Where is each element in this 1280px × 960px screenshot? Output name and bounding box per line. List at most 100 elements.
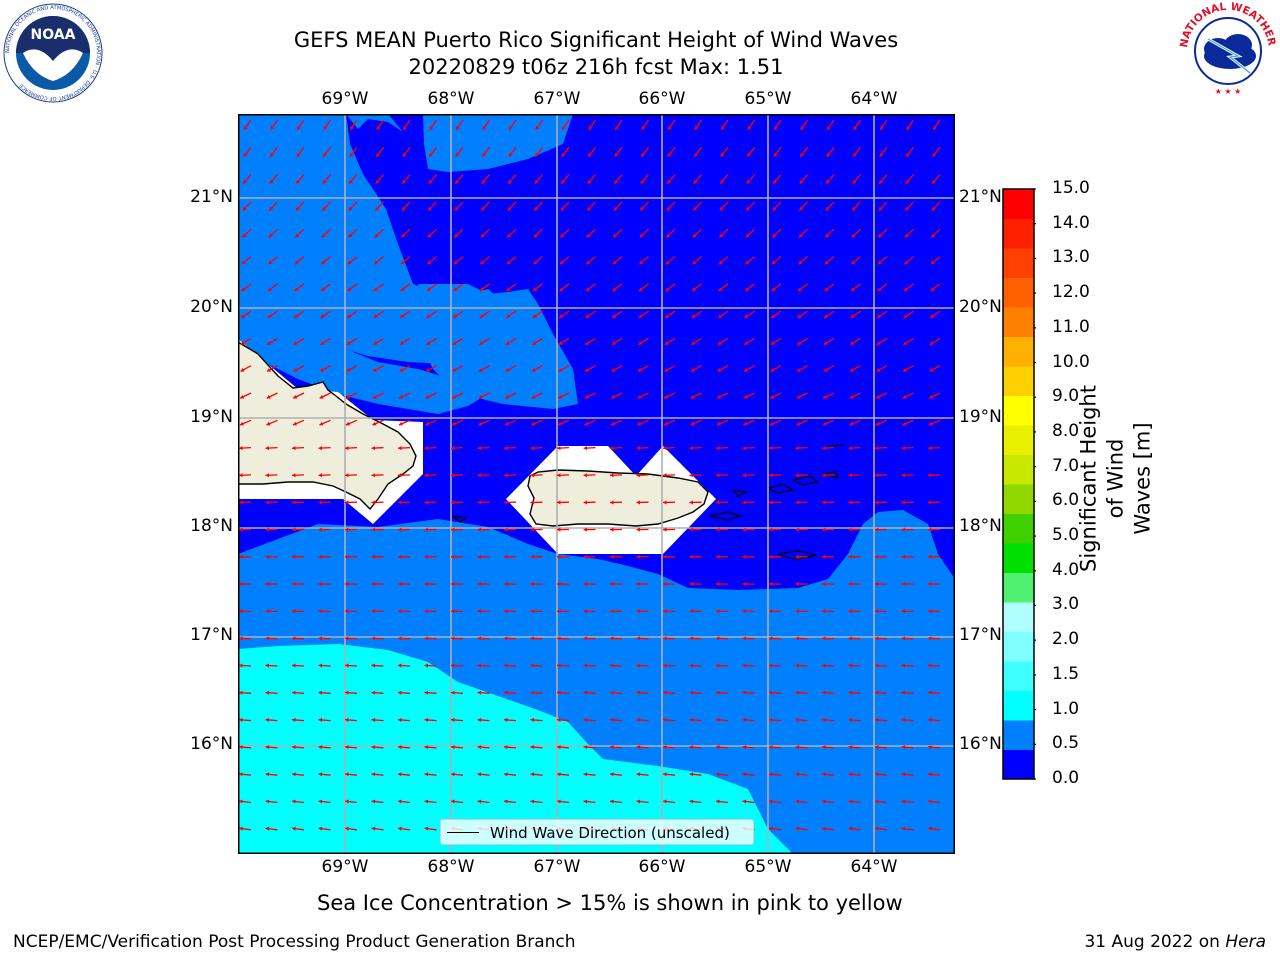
wave-direction-arrowhead bbox=[270, 125, 275, 130]
wave-direction-arrowhead bbox=[901, 527, 905, 532]
wave-direction-arrowhead bbox=[610, 500, 614, 505]
wave-direction-arrowhead bbox=[904, 260, 909, 265]
wave-direction-arrowhead bbox=[398, 636, 402, 641]
colorbar-segment bbox=[1003, 749, 1034, 780]
wave-direction-arrowhead bbox=[402, 179, 406, 184]
wave-direction-arrowhead bbox=[239, 636, 243, 641]
wave-direction-arrowhead bbox=[636, 554, 640, 559]
wave-direction-arrowhead bbox=[745, 233, 750, 238]
wave-direction-arrowhead bbox=[799, 179, 804, 184]
lon-label-bottom-65w: 65°W bbox=[744, 857, 792, 877]
cb-tick-14: 12.0 bbox=[1052, 282, 1090, 303]
lat-label-left-17n: 17°N bbox=[190, 625, 233, 645]
wave-direction-arrowhead bbox=[612, 260, 617, 265]
wave-direction-arrowhead bbox=[769, 609, 773, 614]
wave-direction-arrowhead bbox=[505, 368, 510, 372]
wave-direction-arrowhead bbox=[612, 314, 617, 318]
wave-direction-arrowhead bbox=[718, 314, 723, 318]
wave-direction-arrowhead bbox=[797, 314, 802, 318]
lat-label-right-18n: 18°N bbox=[959, 516, 1002, 536]
wave-direction-arrowhead bbox=[585, 314, 590, 318]
wave-direction-arrowhead bbox=[639, 260, 644, 265]
wave-direction-arrowhead bbox=[638, 314, 643, 318]
wave-direction-arrowhead bbox=[663, 745, 667, 750]
wave-direction-arrowhead bbox=[583, 663, 588, 668]
wave-direction-arrowhead bbox=[270, 152, 274, 157]
wave-direction-arrowhead bbox=[477, 554, 481, 559]
cb-tick-13: 11.0 bbox=[1052, 316, 1090, 337]
wave-direction-arrowhead bbox=[930, 314, 935, 318]
wave-direction-arrowhead bbox=[663, 527, 667, 532]
wave-direction-arrowhead bbox=[243, 179, 247, 184]
wave-direction-arrowhead bbox=[795, 527, 799, 532]
wave-direction-arrowhead bbox=[928, 745, 932, 750]
wave-direction-arrowhead bbox=[742, 690, 747, 695]
wave-direction-arrowhead bbox=[320, 341, 325, 345]
wave-direction-arrowhead bbox=[318, 609, 322, 614]
wave-direction-arrowhead bbox=[716, 745, 720, 750]
wave-direction-arrowhead bbox=[610, 799, 614, 804]
wave-direction-arrowhead bbox=[371, 772, 376, 777]
wave-direction-arrowhead bbox=[797, 341, 802, 345]
lon-label-top-67w: 67°W bbox=[533, 89, 581, 109]
wave-direction-arrowhead bbox=[931, 206, 936, 211]
wave-direction-arrowhead bbox=[850, 314, 855, 318]
wave-direction-arrowhead bbox=[770, 368, 775, 372]
wave-direction-arrowhead bbox=[848, 609, 852, 614]
lon-label-top-66w: 66°W bbox=[638, 89, 686, 109]
wave-direction-arrowhead bbox=[267, 287, 272, 292]
wave-direction-arrowhead bbox=[266, 394, 271, 399]
wave-direction-arrowhead bbox=[826, 152, 831, 157]
wave-direction-arrowhead bbox=[424, 799, 429, 804]
wave-direction-arrowhead bbox=[318, 500, 322, 505]
wave-direction-arrowhead bbox=[505, 341, 510, 345]
wave-direction-arrowhead bbox=[349, 179, 353, 184]
wave-direction-arrowhead bbox=[584, 368, 589, 372]
wave-direction-arrowhead bbox=[637, 394, 642, 399]
wave-direction-arrowhead bbox=[239, 745, 243, 750]
wave-direction-arrowhead bbox=[663, 421, 668, 426]
wave-direction-arrowhead bbox=[875, 445, 879, 451]
wave-direction-arrowhead bbox=[663, 500, 667, 505]
wave-height-map bbox=[238, 114, 955, 854]
wave-direction-arrowhead bbox=[266, 368, 271, 372]
colorbar-segment bbox=[1003, 720, 1034, 750]
wave-direction-arrowhead bbox=[506, 260, 511, 265]
wave-direction-arrowhead bbox=[477, 799, 482, 804]
map-frame bbox=[238, 114, 955, 854]
wave-direction-arrowhead bbox=[451, 445, 455, 451]
colorbar-segment bbox=[1003, 513, 1034, 544]
wave-direction-arrowhead bbox=[583, 500, 587, 505]
wave-direction-arrowhead bbox=[875, 500, 879, 505]
wave-direction-arrowhead bbox=[451, 421, 456, 426]
lat-label-left-18n: 18°N bbox=[190, 516, 233, 536]
wave-direction-arrowhead bbox=[613, 233, 618, 238]
wave-direction-arrowhead bbox=[716, 554, 720, 559]
cb-tick-11: 9.0 bbox=[1052, 386, 1080, 407]
wave-direction-arrowhead bbox=[664, 368, 669, 372]
wave-direction-arrowhead bbox=[398, 581, 402, 587]
wave-direction-arrowhead bbox=[636, 663, 641, 668]
wave-direction-arrowhead bbox=[636, 772, 641, 777]
wave-direction-arrowhead bbox=[372, 394, 377, 399]
wave-direction-arrowhead bbox=[769, 772, 773, 777]
wave-direction-arrowhead bbox=[689, 527, 693, 532]
wave-direction-arrowhead bbox=[530, 581, 534, 587]
wave-direction-arrowhead bbox=[641, 152, 645, 157]
wave-direction-arrowhead bbox=[318, 663, 323, 668]
wave-direction-arrowhead bbox=[292, 690, 296, 695]
wave-direction-arrowhead bbox=[504, 717, 508, 722]
wave-direction-arrowhead bbox=[532, 341, 537, 345]
wave-direction-arrowhead bbox=[848, 445, 853, 451]
wave-direction-arrowhead bbox=[875, 690, 879, 695]
wave-direction-arrowhead bbox=[769, 500, 773, 505]
colorbar-segment bbox=[1003, 248, 1034, 278]
wave-direction-arrowhead bbox=[477, 527, 481, 532]
wave-direction-arrowhead bbox=[530, 527, 534, 532]
wave-direction-arrowhead bbox=[373, 314, 378, 318]
wave-direction-arrowhead bbox=[349, 152, 354, 157]
wave-direction-arrowhead bbox=[852, 179, 857, 184]
colorbar-segment bbox=[1003, 425, 1034, 455]
wave-direction-arrowhead bbox=[477, 772, 482, 777]
wave-direction-arrowhead bbox=[822, 527, 826, 532]
